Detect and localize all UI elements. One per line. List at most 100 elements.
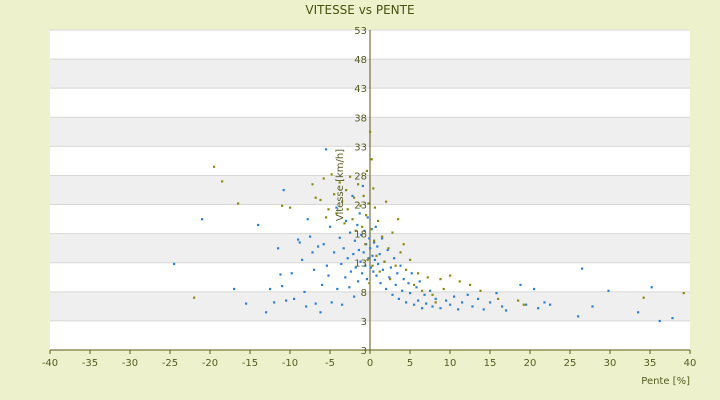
data-point-blue xyxy=(374,225,377,228)
data-point-blue xyxy=(338,236,341,239)
data-point-olive xyxy=(439,278,442,281)
data-point-blue xyxy=(519,283,522,286)
data-point-olive xyxy=(522,303,525,306)
data-point-olive xyxy=(346,208,349,211)
data-point-olive xyxy=(368,282,371,285)
data-point-blue xyxy=(330,301,333,304)
data-point-olive xyxy=(373,239,376,242)
data-point-blue xyxy=(379,282,382,285)
data-point-olive xyxy=(333,193,336,196)
data-point-blue xyxy=(407,282,410,285)
data-point-blue xyxy=(482,308,485,311)
data-point-blue xyxy=(410,272,413,275)
data-point-blue xyxy=(421,307,424,310)
x-tick-label: 15 xyxy=(484,358,497,369)
data-point-olive xyxy=(362,194,365,197)
data-point-blue xyxy=(377,262,380,266)
data-point-blue xyxy=(533,287,536,291)
x-tick-label: 30 xyxy=(604,358,617,369)
data-point-blue xyxy=(269,287,272,291)
y-tick-label: 23 xyxy=(354,201,367,212)
data-point-blue xyxy=(415,286,418,289)
data-point-olive xyxy=(345,189,348,192)
data-point-blue xyxy=(293,297,296,300)
x-tick-label: -15 xyxy=(242,358,258,369)
data-point-olive xyxy=(426,276,429,279)
data-point-blue xyxy=(405,301,408,304)
data-point-blue xyxy=(650,286,653,289)
data-point-olive xyxy=(405,268,408,271)
y-tick-label: 53 xyxy=(354,26,367,37)
y-tick-label: 48 xyxy=(354,55,367,66)
data-point-olive xyxy=(442,287,445,291)
x-tick-label: 20 xyxy=(524,358,537,369)
data-point-olive xyxy=(237,202,240,205)
data-point-olive xyxy=(289,206,292,209)
data-point-olive xyxy=(391,231,394,234)
data-point-olive xyxy=(221,180,224,183)
data-point-olive xyxy=(359,204,362,207)
data-point-olive xyxy=(311,183,314,186)
data-point-olive xyxy=(349,175,352,178)
data-point-blue xyxy=(359,260,362,263)
data-point-blue xyxy=(351,194,354,197)
data-point-blue xyxy=(305,305,308,308)
data-point-blue xyxy=(327,274,330,277)
data-point-blue xyxy=(361,272,364,275)
data-point-blue xyxy=(457,308,460,311)
data-point-blue xyxy=(388,276,391,279)
data-point-blue xyxy=(397,297,400,300)
data-point-blue xyxy=(434,297,437,300)
data-point-blue xyxy=(362,251,365,254)
data-point-blue xyxy=(303,290,306,293)
data-point-blue xyxy=(344,276,347,279)
data-point-olive xyxy=(421,289,424,292)
data-point-blue xyxy=(325,148,328,151)
y-tick-label: 13 xyxy=(354,259,367,270)
x-tick-label: 5 xyxy=(407,358,413,369)
data-point-blue xyxy=(309,235,312,238)
data-point-blue xyxy=(348,286,351,289)
data-point-blue xyxy=(402,278,405,281)
data-point-blue xyxy=(372,270,375,273)
data-point-blue xyxy=(371,254,374,257)
data-point-blue xyxy=(363,229,366,232)
data-point-blue xyxy=(413,303,416,306)
data-point-olive xyxy=(377,219,380,222)
data-point-blue xyxy=(505,309,508,312)
data-point-blue xyxy=(581,267,584,270)
data-point-blue xyxy=(386,248,389,252)
data-point-olive xyxy=(479,289,482,292)
data-point-olive xyxy=(367,202,370,205)
data-point-blue xyxy=(495,292,498,295)
data-point-blue xyxy=(354,266,357,269)
data-point-olive xyxy=(642,296,645,299)
data-point-blue xyxy=(385,287,388,291)
data-point-blue xyxy=(285,299,288,302)
data-point-blue xyxy=(279,273,282,276)
data-point-olive xyxy=(682,292,685,295)
x-tick-label: -25 xyxy=(162,358,178,369)
data-point-blue xyxy=(364,264,367,267)
data-point-olive xyxy=(366,258,369,261)
data-point-olive xyxy=(402,243,405,246)
data-point-olive xyxy=(375,254,378,257)
data-point-blue xyxy=(345,219,348,222)
data-point-olive xyxy=(458,280,461,283)
data-point-blue xyxy=(306,218,309,221)
data-points xyxy=(173,130,685,323)
data-point-blue xyxy=(346,257,349,260)
data-point-blue xyxy=(637,311,640,314)
x-axis-label: Pente [%] xyxy=(641,376,690,387)
data-point-blue xyxy=(366,216,369,219)
data-point-olive xyxy=(389,278,392,281)
data-point-blue xyxy=(453,295,456,298)
data-point-blue xyxy=(360,233,363,236)
x-tick-label: 40 xyxy=(684,358,697,369)
x-tick-label: 25 xyxy=(564,358,577,369)
data-point-blue xyxy=(245,302,248,305)
data-point-olive xyxy=(387,247,390,250)
y-tick-label: 28 xyxy=(354,171,367,182)
y-tick-label: 3 xyxy=(361,317,367,328)
